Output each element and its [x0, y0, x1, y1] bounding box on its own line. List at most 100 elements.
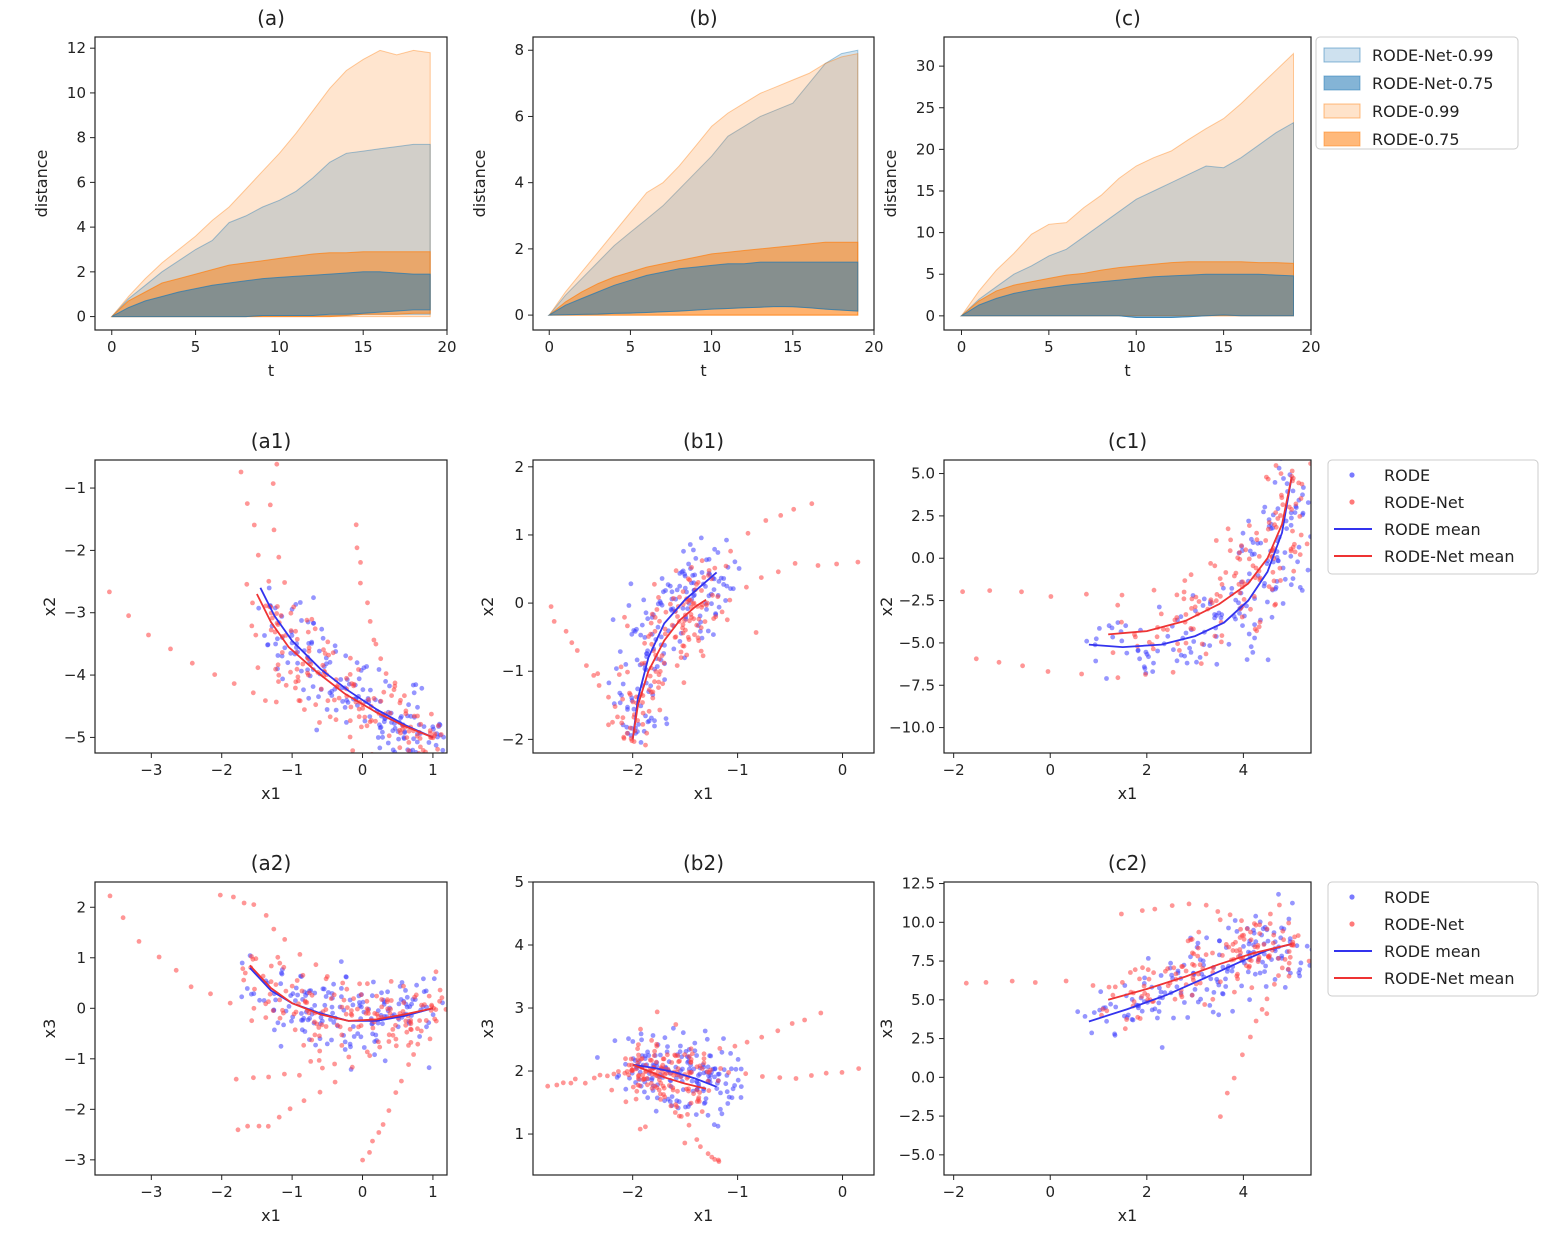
- point-rode-net: [1254, 628, 1260, 634]
- point-rode-net: [674, 1104, 680, 1110]
- point-rode-net: [268, 963, 274, 969]
- legend-top-box: [1315, 36, 1519, 150]
- point-rode-net: [281, 964, 287, 970]
- point-rode-net: [357, 981, 362, 987]
- point-rode-net: [686, 1086, 691, 1092]
- legend-marker: [1349, 894, 1355, 900]
- y-tick-label: 2: [514, 240, 524, 258]
- point-rode-net: [685, 1112, 690, 1117]
- point-rode: [1093, 636, 1099, 642]
- point-rode-net: [1228, 537, 1233, 543]
- point-rode: [1248, 644, 1254, 650]
- point-rode-net: [1197, 980, 1203, 986]
- point-rode-net: [631, 739, 637, 744]
- point-rode-net: [1196, 599, 1202, 604]
- point-rode-net: [408, 1040, 414, 1045]
- point-rode-net: [618, 664, 624, 670]
- x-axis-label-a2: x1: [261, 1206, 281, 1225]
- point-rode-net: [426, 993, 432, 999]
- point-rode-net: [612, 704, 618, 709]
- point-rode-net: [301, 1042, 307, 1048]
- point-rode: [417, 1034, 422, 1039]
- x-tick-label: 10: [270, 338, 289, 356]
- point-rode: [693, 556, 699, 561]
- point-rode-net: [1128, 970, 1133, 975]
- point-rode: [718, 1090, 723, 1096]
- scatter-rode-b1: [606, 535, 742, 745]
- point-rode-net: [1240, 1052, 1245, 1058]
- point-rode: [631, 706, 637, 712]
- point-rode: [342, 1039, 348, 1045]
- point-rode: [623, 662, 629, 667]
- plot-area-c: [959, 52, 1294, 318]
- point-rode-net: [1177, 648, 1182, 653]
- point-rode-net: [347, 1026, 353, 1032]
- y-tick-label: −1: [64, 479, 86, 497]
- point-rode-net: [652, 1048, 657, 1054]
- point-rode-net: [288, 628, 294, 633]
- point-rode: [617, 700, 623, 706]
- point-rode: [1152, 1006, 1158, 1012]
- x-tick-label: −3: [140, 761, 162, 779]
- legend-patch: [1323, 75, 1361, 91]
- point-rode-net: [649, 641, 655, 647]
- point-rode-net: [1213, 598, 1219, 604]
- point-rode-net: [698, 1144, 703, 1150]
- point-rode: [280, 676, 285, 682]
- point-rode-net: [669, 1060, 675, 1065]
- point-rode: [411, 736, 416, 742]
- point-rode-net: [1289, 468, 1295, 474]
- point-rode: [724, 537, 729, 543]
- point-rode: [390, 747, 396, 753]
- point-rode: [595, 1055, 600, 1060]
- x-tick-label: −2: [943, 1183, 965, 1201]
- point-rode: [1135, 647, 1141, 653]
- point-rode-net: [330, 650, 336, 656]
- point-rode-net: [433, 969, 439, 975]
- point-rode: [704, 1036, 710, 1042]
- point-rode: [380, 729, 385, 735]
- point-rode-net: [1273, 510, 1279, 515]
- point-rode: [326, 990, 331, 995]
- point-rode-net: [1233, 939, 1238, 945]
- point-rode-net: [682, 618, 687, 623]
- point-rode: [1104, 676, 1109, 681]
- point-rode: [354, 660, 360, 666]
- point-rode-net: [412, 994, 417, 1000]
- point-rode-net: [660, 681, 666, 687]
- point-rode: [658, 634, 664, 640]
- point-rode-net: [381, 689, 387, 695]
- point-rode-net: [1282, 957, 1288, 962]
- point-rode-net: [654, 607, 660, 612]
- point-rode: [387, 683, 392, 689]
- point-rode: [410, 747, 416, 753]
- axes-frame-b2: [532, 881, 875, 1176]
- point-rode-net: [393, 1043, 399, 1049]
- point-rode: [1249, 552, 1255, 557]
- panel-c2: −2 0 2 4 −5.0 −2.5 0.0 2.5 5.0 7.5 10.0 12.5 (c2) x1 x…: [877, 851, 1312, 1225]
- point-rode-net: [700, 653, 706, 659]
- point-rode: [371, 979, 376, 985]
- point-rode-net: [668, 601, 673, 607]
- point-rode-net: [1210, 996, 1216, 1002]
- point-rode-net: [401, 758, 406, 763]
- point-rode-net: [763, 518, 769, 523]
- point-rode-net: [712, 565, 718, 571]
- point-rode: [1123, 623, 1129, 629]
- point-rode-net: [597, 1072, 603, 1078]
- point-rode-net: [1032, 980, 1038, 985]
- point-rode-net: [344, 675, 349, 681]
- point-rode-net: [1100, 1006, 1106, 1012]
- x-tick-label: 10: [1127, 338, 1146, 356]
- point-rode-net: [658, 1097, 663, 1102]
- x-axis-label-c2: x1: [1118, 1206, 1138, 1225]
- panel-b1: −2 −1 0 −2 −1 0 1 2 (b1) x1 x2: [478, 429, 875, 803]
- point-rode-net: [384, 999, 390, 1005]
- point-rode-net: [653, 669, 659, 674]
- point-rode-net: [255, 552, 261, 558]
- point-rode-net: [699, 558, 705, 564]
- point-rode-net: [168, 646, 173, 652]
- point-rode-net: [687, 577, 692, 583]
- point-rode-net: [584, 663, 589, 668]
- point-rode: [1158, 989, 1164, 995]
